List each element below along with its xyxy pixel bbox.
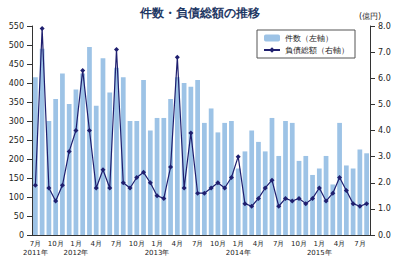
svg-text:4月: 4月 bbox=[90, 240, 101, 248]
svg-text:2011年: 2011年 bbox=[23, 249, 48, 257]
svg-text:0: 0 bbox=[19, 231, 24, 240]
svg-text:3.0: 3.0 bbox=[378, 152, 391, 161]
svg-text:2013年: 2013年 bbox=[145, 249, 170, 257]
svg-text:6.0: 6.0 bbox=[378, 74, 391, 83]
svg-text:2015年: 2015年 bbox=[307, 249, 332, 257]
svg-text:7月: 7月 bbox=[354, 240, 365, 248]
svg-text:1月: 1月 bbox=[314, 240, 325, 248]
svg-text:10月: 10月 bbox=[129, 240, 145, 248]
svg-text:2014年: 2014年 bbox=[226, 249, 251, 257]
svg-text:10月: 10月 bbox=[291, 240, 307, 248]
svg-text:100: 100 bbox=[9, 193, 24, 202]
svg-text:2012年: 2012年 bbox=[64, 249, 89, 257]
svg-text:550: 550 bbox=[9, 22, 24, 31]
svg-text:250: 250 bbox=[9, 136, 24, 145]
svg-text:5.0: 5.0 bbox=[378, 100, 391, 109]
svg-text:2.0: 2.0 bbox=[378, 178, 391, 187]
svg-text:7月: 7月 bbox=[30, 240, 41, 248]
svg-text:7.0: 7.0 bbox=[378, 48, 391, 57]
svg-text:400: 400 bbox=[9, 79, 24, 88]
svg-text:150: 150 bbox=[9, 174, 24, 183]
svg-text:10月: 10月 bbox=[210, 240, 226, 248]
svg-text:7月: 7月 bbox=[111, 240, 122, 248]
svg-text:7月: 7月 bbox=[192, 240, 203, 248]
svg-text:0.0: 0.0 bbox=[378, 231, 391, 240]
svg-text:200: 200 bbox=[9, 155, 24, 164]
svg-text:(億円): (億円) bbox=[359, 12, 381, 21]
svg-text:50: 50 bbox=[14, 212, 24, 221]
svg-text:500: 500 bbox=[9, 41, 24, 50]
svg-text:4月: 4月 bbox=[172, 240, 183, 248]
svg-text:4.0: 4.0 bbox=[378, 126, 391, 135]
svg-text:件数（左軸）: 件数（左軸） bbox=[285, 34, 333, 43]
svg-text:4月: 4月 bbox=[334, 240, 345, 248]
svg-text:1月: 1月 bbox=[151, 240, 162, 248]
svg-text:450: 450 bbox=[9, 60, 24, 69]
svg-text:件数・負債総額の推移: 件数・負債総額の推移 bbox=[139, 6, 260, 20]
svg-text:7月: 7月 bbox=[273, 240, 284, 248]
svg-text:1月: 1月 bbox=[232, 240, 243, 248]
svg-text:8.0: 8.0 bbox=[378, 22, 391, 31]
svg-text:1月: 1月 bbox=[70, 240, 81, 248]
svg-text:350: 350 bbox=[9, 98, 24, 107]
svg-text:4月: 4月 bbox=[253, 240, 264, 248]
svg-text:10月: 10月 bbox=[48, 240, 64, 248]
svg-text:300: 300 bbox=[9, 117, 24, 126]
svg-text:1.0: 1.0 bbox=[378, 204, 391, 213]
svg-text:負債総額（右軸）: 負債総額（右軸） bbox=[285, 46, 349, 55]
